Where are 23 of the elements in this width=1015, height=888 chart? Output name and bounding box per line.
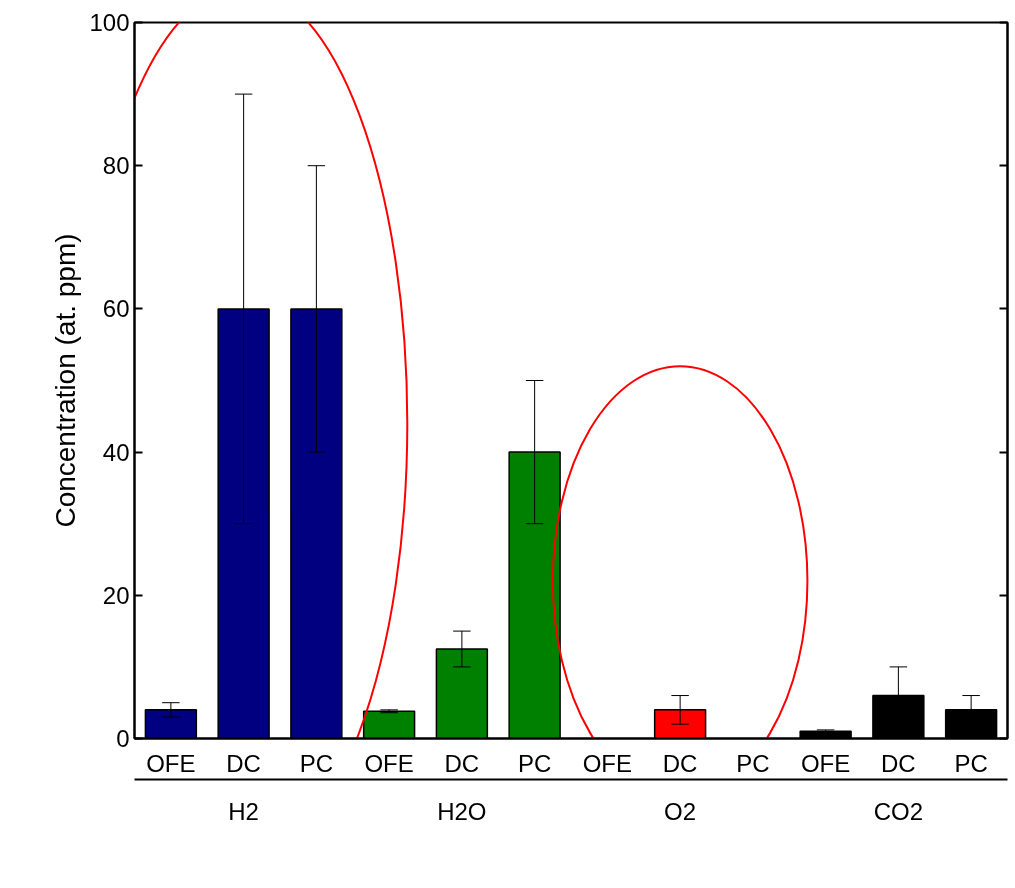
x-tick-label: PC: [954, 749, 988, 777]
y-tick-label: 20: [102, 581, 130, 609]
x-tick-label: PC: [517, 749, 552, 777]
y-axis-title: Concentration (at. ppm): [50, 233, 82, 528]
y-tick-label: 80: [102, 152, 130, 180]
text: O2: [664, 797, 697, 825]
text: CO2: [873, 797, 924, 825]
x-tick-label: OFE: [800, 749, 851, 777]
text: H2O: [437, 797, 487, 825]
x-tick-label: DC: [662, 749, 698, 777]
x-tick-label: OFE: [582, 749, 633, 777]
text: H2: [228, 797, 259, 825]
x-tick-label: DC: [226, 749, 261, 777]
y-tick-label: 40: [102, 438, 130, 466]
y-tick-label: 60: [102, 295, 130, 323]
x-tick-label: PC: [299, 749, 334, 777]
x-tick-label: OFE: [146, 749, 196, 777]
y-tick-label: 0: [116, 725, 130, 752]
x-tick-label: OFE: [364, 749, 414, 777]
x-tick-label: PC: [736, 749, 770, 777]
x-tick-label: DC: [444, 749, 480, 777]
x-tick-label: DC: [881, 749, 916, 777]
y-tick-label: 100: [89, 9, 130, 36]
